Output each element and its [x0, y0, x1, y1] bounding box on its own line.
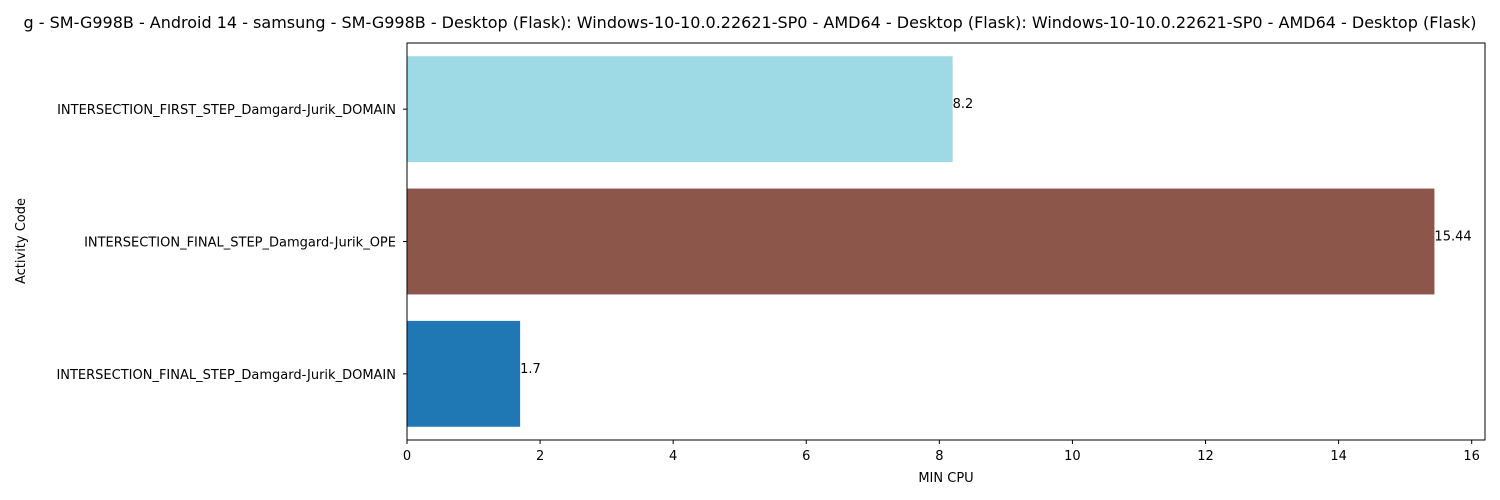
y-tick-label: INTERSECTION_FIRST_STEP_Damgard-Jurik_DO…	[57, 103, 396, 118]
y-axis-ticks: INTERSECTION_FIRST_STEP_Damgard-Jurik_DO…	[56, 103, 407, 383]
x-tick-label: 12	[1197, 449, 1214, 464]
data-label: 1.7	[520, 362, 541, 377]
x-tick-label: 10	[1064, 449, 1081, 464]
x-tick-label: 4	[669, 449, 677, 464]
x-tick-label: 0	[403, 449, 411, 464]
y-tick-label: INTERSECTION_FINAL_STEP_Damgard-Jurik_OP…	[84, 236, 396, 251]
plot-frame	[406, 42, 1486, 441]
data-label: 15.44	[1434, 230, 1471, 245]
x-tick-label: 8	[935, 449, 943, 464]
data-labels-group: 8.2 15.44 1.7	[520, 97, 1472, 377]
x-tick-label: 6	[802, 449, 810, 464]
x-tick-label: 16	[1463, 449, 1480, 464]
y-tick-label: INTERSECTION_FINAL_STEP_Damgard-Jurik_DO…	[56, 368, 396, 383]
bar	[407, 56, 953, 163]
bars-group	[407, 56, 1435, 427]
bar	[407, 320, 521, 427]
chart-title: g - SM-G998B - Android 14 - samsung - SM…	[24, 13, 1477, 32]
data-label: 8.2	[953, 97, 974, 112]
x-tick-label: 14	[1330, 449, 1347, 464]
y-axis-label: Activity Code	[14, 198, 29, 284]
bar	[407, 188, 1435, 295]
x-axis-ticks: 0 2 4 6 8 10 12 14 16	[403, 440, 1480, 464]
x-tick-label: 2	[536, 449, 544, 464]
x-axis-label: MIN CPU	[918, 471, 973, 486]
